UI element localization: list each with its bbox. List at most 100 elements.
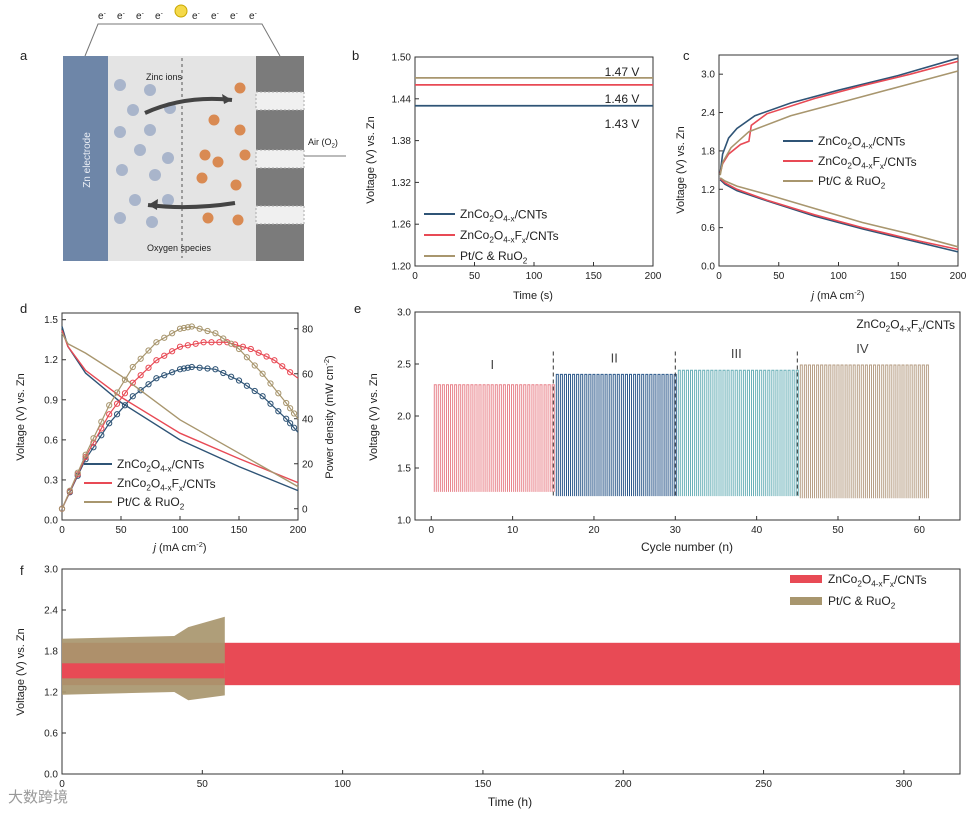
f-legend-label-ptc: Pt/C & RuO2 <box>828 594 896 610</box>
d-legend-label-fcnts-part: x <box>179 484 183 493</box>
d-power-marker <box>208 339 215 346</box>
oxygen-species-dot <box>134 144 146 156</box>
zinc-ion-dot <box>196 172 208 184</box>
d-power-marker <box>106 402 113 409</box>
b-xtick-label: 200 <box>645 271 662 282</box>
d-power-marker <box>184 342 191 349</box>
d-power-marker <box>204 327 211 335</box>
d-power-marker <box>169 348 176 355</box>
d-legend-label-cnts-part: 4-x <box>160 465 171 474</box>
oxygen-arrowhead <box>148 199 158 210</box>
d-power-marker <box>259 393 266 400</box>
air-label-part: 2 <box>332 143 336 150</box>
f-legend-label-ptc-part: Pt/C & RuO <box>828 594 891 608</box>
c-legend-label-ptc-part: 2 <box>881 181 886 190</box>
d-power-marker <box>212 366 219 373</box>
d-ytick-label: 0.3 <box>44 475 58 486</box>
zinc-ion-dot <box>202 212 214 224</box>
e-region-label-II: II <box>611 350 618 365</box>
oxygen-species-dot <box>127 104 139 116</box>
d-legend-label-fcnts-part: O <box>151 476 160 490</box>
d-ytick-label: 0.0 <box>44 516 58 527</box>
d-power-marker <box>184 364 191 371</box>
d-power-marker <box>283 415 290 422</box>
d-power-marker <box>188 363 195 371</box>
b-ytick-label: 1.38 <box>392 136 412 147</box>
d-power-marker <box>161 372 168 379</box>
d-y2tick-label: 60 <box>302 369 314 380</box>
panel-c-label: c <box>683 48 690 63</box>
e-ytick-label: 3.0 <box>397 308 411 319</box>
electron-label-part: - <box>123 10 125 17</box>
c-ytick-label: 0.6 <box>701 223 715 234</box>
c-legend-label-fcnts-part: x <box>880 162 884 171</box>
electron-label-part: e <box>249 11 255 22</box>
c-xtick-label: 200 <box>950 271 967 282</box>
b-x-axis-title: Time (s) <box>513 290 553 302</box>
d-x-axis-title-part: -2 <box>196 540 203 549</box>
d-power-marker <box>82 451 89 458</box>
b-legend-label-ptc-part: 2 <box>523 256 528 265</box>
d-power-marker <box>220 335 227 342</box>
gas-diffusion-pore <box>255 205 305 225</box>
electron-label-part: - <box>161 10 163 17</box>
b-legend-label-cnts-part: O <box>494 207 503 221</box>
d-power-marker <box>58 505 66 512</box>
f-legend-label-fcnts-part: ZnCo <box>828 572 858 586</box>
e-region-label-III: III <box>731 346 742 361</box>
d-power-marker <box>137 372 144 379</box>
d-power-marker <box>290 424 298 431</box>
d-power-marker <box>196 325 203 332</box>
d-x-axis-title-part: j <box>151 542 156 554</box>
c-y-axis-title: Voltage (V) vs. Zn <box>675 126 687 213</box>
e-xtick-label: 60 <box>914 525 926 536</box>
d-power-marker <box>287 405 294 412</box>
c-legend-label-cnts-part: ZnCo <box>818 134 848 148</box>
b-ytick-label: 1.26 <box>392 220 412 231</box>
f-legend-label-fcnts-part: /CNTs <box>894 573 927 587</box>
d-power-marker <box>145 347 152 354</box>
d-power-marker <box>161 334 168 341</box>
electron-label: e- <box>230 10 238 22</box>
d-power-marker <box>251 387 258 395</box>
e-chart-title-part: 4-x <box>900 325 911 334</box>
b-legend-label-fcnts-part: ZnCo <box>460 228 490 242</box>
c-discharge-curve-ptc <box>719 177 959 248</box>
oxygen-species-dot <box>114 79 126 91</box>
d-y-axis-title: Voltage (V) vs. Zn <box>15 373 27 460</box>
f-ytick-label: 1.2 <box>44 688 58 699</box>
b-xtick-label: 100 <box>526 271 543 282</box>
gas-diffusion-pore <box>255 149 305 169</box>
d-y2-axis-title: Power density (mW cm-2) <box>322 355 336 478</box>
d-legend-label-fcnts-part: 4-x <box>160 484 171 493</box>
electron-label-part: e <box>155 11 161 22</box>
d-legend-label-cnts-part: /CNTs <box>172 458 205 472</box>
b-voltage-annotation: 1.46 V <box>605 92 640 106</box>
zinc-ion-dot <box>239 149 251 161</box>
zinc-ion-dot <box>234 124 246 136</box>
d-power-marker <box>220 369 227 377</box>
d-power-marker <box>129 363 136 371</box>
b-ytick-label: 1.20 <box>392 262 412 273</box>
e-xtick-label: 0 <box>428 525 434 536</box>
e-xtick-label: 50 <box>832 525 844 536</box>
oxygen-species-dot <box>144 84 156 96</box>
f-legend-swatch-ptc <box>790 597 822 605</box>
oxygen-species-dot <box>114 126 126 138</box>
d-power-marker <box>275 390 282 397</box>
d-y2tick-label: 20 <box>302 459 314 470</box>
zinc-ion-dot <box>199 149 211 161</box>
oxygen-species-dot <box>162 194 174 206</box>
external-circuit-wire <box>84 23 281 57</box>
f-series-band-ptc <box>62 616 225 701</box>
electron-label: e- <box>155 10 163 22</box>
d-power-marker <box>121 376 129 383</box>
zinc-ion-dot <box>208 114 220 126</box>
d-power-marker <box>106 411 113 418</box>
c-legend-label-fcnts-part: 2 <box>847 161 852 170</box>
c-legend-label-fcnts-part: O <box>852 154 861 168</box>
d-power-marker <box>184 324 191 331</box>
electron-label-part: - <box>142 10 144 17</box>
oxygen-species-dot <box>149 169 161 181</box>
d-power-marker <box>196 364 203 371</box>
